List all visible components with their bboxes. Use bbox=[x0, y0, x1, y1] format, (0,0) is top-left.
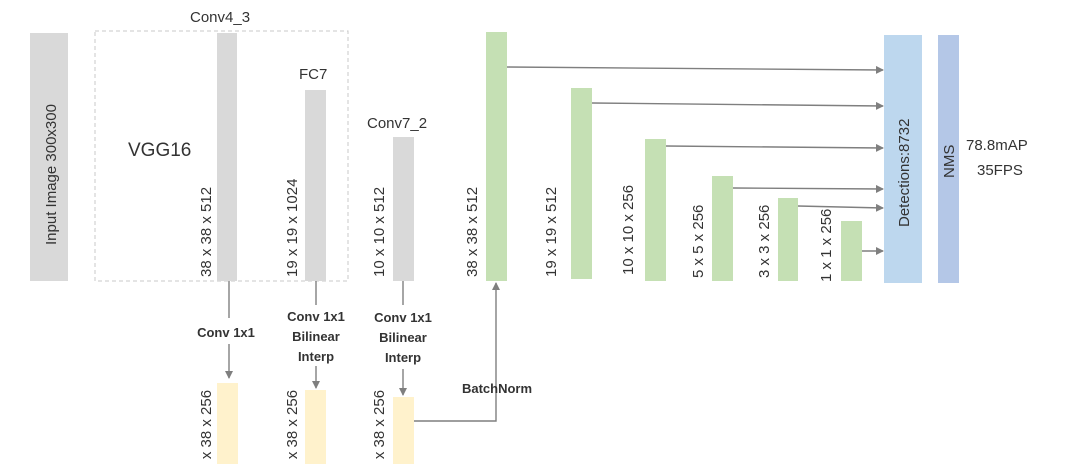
input-block bbox=[30, 33, 68, 281]
pyramid-block bbox=[486, 32, 507, 281]
pyramid-block bbox=[841, 221, 862, 281]
detections-block bbox=[884, 35, 922, 283]
layer-name: Conv7_2 bbox=[367, 115, 427, 132]
backbone-box bbox=[94, 30, 349, 282]
pyramid-shape: 5 x 5 x 256 bbox=[690, 205, 707, 278]
pyramid-shape: 38 x 38 x 512 bbox=[464, 187, 481, 277]
layer-name: Conv4_3 bbox=[190, 9, 250, 26]
backbone-label: VGG16 bbox=[128, 140, 191, 161]
reduced-shape: 38 x 38 x 256 bbox=[284, 390, 301, 464]
arrow bbox=[506, 65, 884, 74]
detections-label: Detections:8732 bbox=[896, 119, 913, 227]
op-label: Conv 1x1 bbox=[374, 310, 432, 325]
op-label: Bilinear bbox=[379, 330, 427, 345]
op-label: Interp bbox=[385, 350, 421, 365]
reduced-block bbox=[217, 383, 238, 464]
pyramid-block bbox=[571, 88, 592, 279]
pyramid-shape: 3 x 3 x 256 bbox=[756, 205, 773, 278]
pyramid-shape: 19 x 19 x 512 bbox=[543, 187, 560, 277]
layer-name: FC7 bbox=[299, 66, 327, 83]
nms-label: NMS bbox=[941, 145, 958, 178]
op-label: Conv 1x1 bbox=[287, 309, 345, 324]
fusion-arrow bbox=[414, 282, 500, 422]
op-label: Interp bbox=[298, 349, 334, 364]
reduced-shape: 38 x 38 x 256 bbox=[371, 390, 388, 464]
pyramid-shape: 1 x 1 x 256 bbox=[818, 209, 835, 282]
layer-shape: 38 x 38 x 512 bbox=[198, 187, 215, 277]
layer-shape: 10 x 10 x 512 bbox=[371, 187, 388, 277]
input-label: Input Image 300x300 bbox=[43, 104, 60, 245]
reduced-block bbox=[305, 390, 326, 464]
op-label: Conv 1x1 bbox=[197, 325, 255, 340]
arrow bbox=[797, 203, 884, 212]
pyramid-block bbox=[712, 176, 733, 281]
fusion-label: BatchNorm bbox=[462, 381, 532, 396]
op-label: Bilinear bbox=[292, 329, 340, 344]
layer-block bbox=[393, 137, 414, 281]
arrow bbox=[732, 184, 884, 193]
arrow bbox=[591, 101, 884, 110]
layer-block bbox=[217, 33, 237, 281]
layer-shape: 19 x 19 x 1024 bbox=[284, 179, 301, 277]
result-text: 35FPS bbox=[977, 162, 1023, 179]
nms-block bbox=[938, 35, 959, 283]
layer-block bbox=[305, 90, 326, 281]
result-text: 78.8mAP bbox=[966, 137, 1028, 154]
reduced-shape: 38 x 38 x 256 bbox=[198, 390, 215, 464]
arrow bbox=[665, 143, 884, 152]
reduced-block bbox=[393, 397, 414, 464]
pyramid-block bbox=[778, 198, 798, 281]
pyramid-shape: 10 x 10 x 256 bbox=[620, 185, 637, 275]
pyramid-block bbox=[645, 139, 666, 281]
